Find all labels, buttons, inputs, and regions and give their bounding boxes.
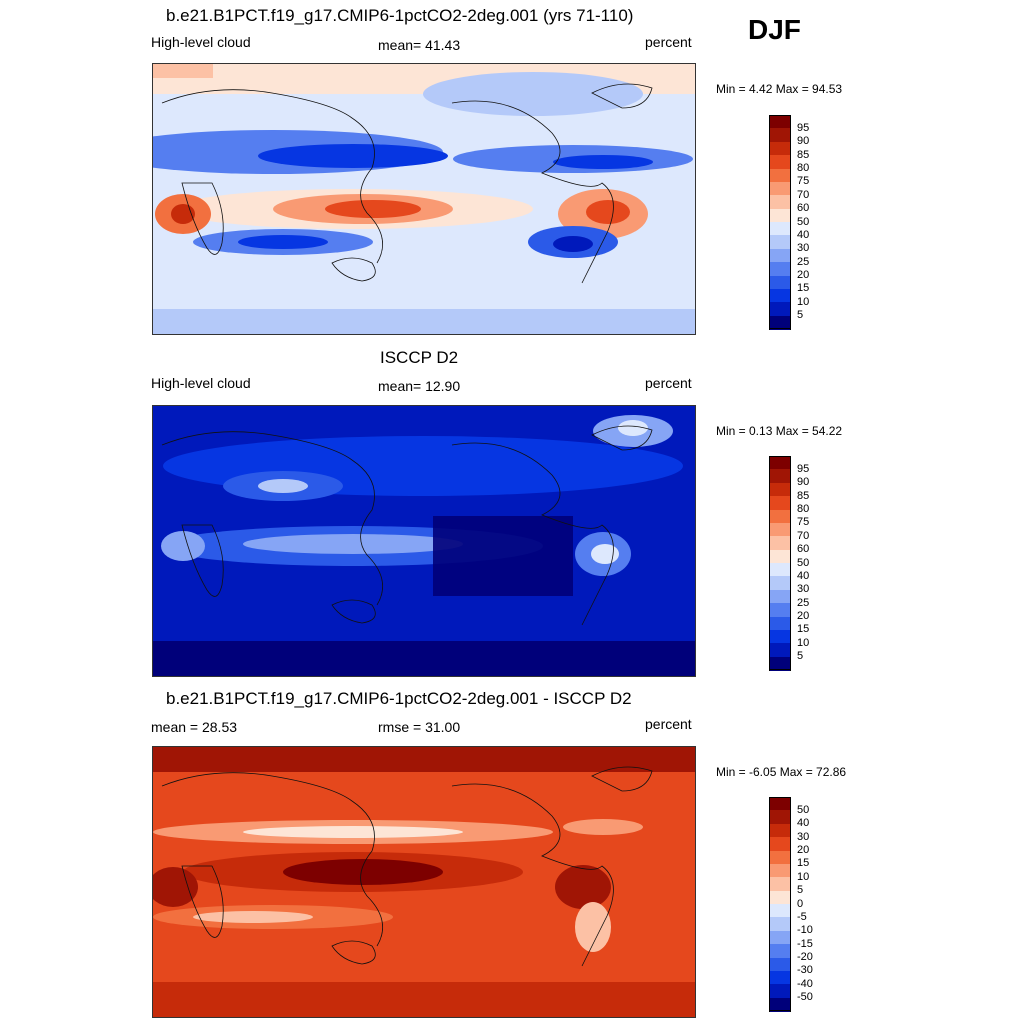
panel3-units: percent [645,716,692,732]
panel1-title: b.e21.B1PCT.f19_g17.CMIP6-1pctCO2-2deg.0… [166,6,634,25]
colorbar-tick-label: 25 [797,255,810,268]
colorbar-tick-label: 85 [797,148,810,161]
colorbar-tick-label: -40 [797,977,813,990]
colorbar-tick-label: 10 [797,870,810,883]
colorbar-tick-label: -20 [797,951,813,963]
panel1-minmax: Min = 4.42 Max = 94.53 [716,82,843,96]
panel3-title: b.e21.B1PCT.f19_g17.CMIP6-1pctCO2-2deg.0… [166,689,632,708]
colorbar-tick-label: -10 [797,924,813,937]
panel3-rmse: rmse = 31.00 [378,719,461,735]
colorbar-tick-label: 90 [797,135,810,148]
colorbar-tick-label: 25 [797,596,810,609]
panel2-minmax: Min = 0.13 Max = 54.22 [716,424,843,438]
panel1-units: percent [645,34,692,50]
colorbar-tick-label: 60 [797,543,810,556]
colorbar-tick-label: 60 [797,202,810,215]
colorbar-tick-label: 40 [797,228,810,241]
colorbar-tick-label: -5 [797,910,807,923]
colorbar-tick-label: -30 [797,964,813,977]
panel3-mean: mean = 28.53 [151,719,238,735]
colorbar-tick-label: 40 [797,569,810,582]
colorbar-tick-label: 10 [797,295,810,308]
colorbar-frame [769,115,791,329]
colorbar-tick-label: 30 [797,242,810,255]
colorbar-tick-label: 75 [797,175,810,188]
colorbar-tick-label: 0 [797,897,804,910]
colorbar-tick-label: 30 [797,583,810,596]
colorbar-frame [769,456,791,670]
panel1-colorbar: 95 90 85 80 75 70 60 50 40 30 25 20 15 10 5 [769,115,809,330]
panel2-left-label: High-level cloud [151,375,251,391]
colorbar-tick-label: 10 [797,636,810,649]
colorbar-tick-label: 80 [797,162,810,174]
panel2-map [152,405,696,677]
colorbar-tick-label: 5 [797,650,804,663]
colorbar-tick-label: 75 [797,516,810,529]
season-label: DJF [748,14,801,45]
colorbar-tick-label: 50 [797,215,810,228]
colorbar-tick-label: 5 [797,884,804,897]
colorbar-tick-label: 30 [797,830,810,843]
colorbar-frame [769,797,791,1011]
panel1-map [152,63,696,335]
panel1-coastlines [161,83,653,284]
colorbar-tick-label: 15 [797,623,810,636]
panel3-minmax: Min = -6.05 Max = 72.86 [716,765,847,779]
colorbar-tick-label: 20 [797,844,810,856]
colorbar-tick-label: 95 [797,121,810,134]
colorbar-tick-label: 20 [797,610,810,622]
panel2-units: percent [645,375,692,391]
panel2-title: ISCCP D2 [380,348,459,367]
colorbar-tick-label: 95 [797,462,810,475]
panel2-colorbar: 95 90 85 80 75 70 60 50 40 30 25 20 15 10 5 [769,456,809,671]
colorbar-tick-label: 15 [797,282,810,295]
panel1-mean: mean= 41.43 [378,37,461,53]
colorbar-tick-label: 70 [797,188,810,201]
colorbar-tick-label: -50 [797,991,813,1004]
colorbar-tick-label: 20 [797,269,810,281]
colorbar-tick-label: 85 [797,489,810,502]
colorbar-tick-label: 90 [797,476,810,489]
colorbar-tick-label: 50 [797,556,810,569]
panel2-coastlines [161,425,653,626]
panel3-coastlines [161,766,653,967]
panel3-colorbar: 50 40 30 20 15 10 5 0 -5 -10 -15 -20 -30 -40 -50 [769,797,813,1012]
colorbar-tick-label: 70 [797,529,810,542]
colorbar-tick-label: -15 [797,937,813,950]
panel1-left-label: High-level cloud [151,34,251,50]
colorbar-tick-label: 50 [797,803,810,816]
colorbar-tick-label: 40 [797,817,810,830]
colorbar-tick-label: 15 [797,857,810,870]
panel3-map [152,746,696,1018]
panel2-mean: mean= 12.90 [378,378,461,394]
colorbar-tick-label: 80 [797,503,810,515]
colorbar-tick-label: 5 [797,309,804,322]
